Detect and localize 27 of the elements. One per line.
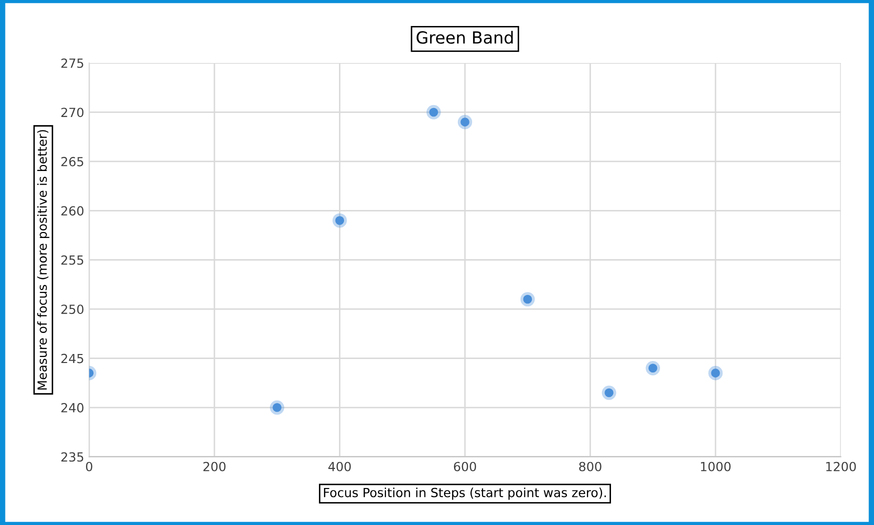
point: [520, 292, 535, 306]
point: [646, 360, 660, 376]
y-tick-label: 245: [61, 354, 84, 364]
x-tick-label: 1000: [700, 462, 731, 472]
x-tick-label: 200: [203, 462, 226, 472]
x-tick-label: 600: [454, 462, 476, 472]
x-tick-label: 0: [86, 462, 92, 472]
x-tick-label: 800: [579, 462, 602, 472]
point: [426, 105, 441, 120]
y-tick-label: 240: [61, 403, 84, 412]
y-tick-label: 250: [61, 304, 84, 314]
x-tick-label: 1200: [826, 462, 856, 472]
point: [458, 114, 472, 130]
chart-title: Green Band: [416, 30, 513, 44]
y-tick-label: 255: [61, 255, 84, 265]
y-tick-label: 270: [61, 108, 84, 118]
y-axis-title: Measure of focus (more positive is better): [37, 130, 50, 390]
point: [270, 400, 284, 415]
x-tick-label: 400: [328, 462, 351, 472]
point: [332, 213, 347, 228]
y-tick-label: 260: [61, 206, 84, 216]
y-tick-label: 265: [61, 156, 84, 166]
x-axis-title: Focus Position in Steps (start point was zero).: [324, 488, 606, 500]
point: [602, 386, 616, 400]
point: [708, 366, 723, 380]
y-tick-label: 275: [61, 58, 84, 68]
y-tick-label: 235: [61, 452, 84, 462]
